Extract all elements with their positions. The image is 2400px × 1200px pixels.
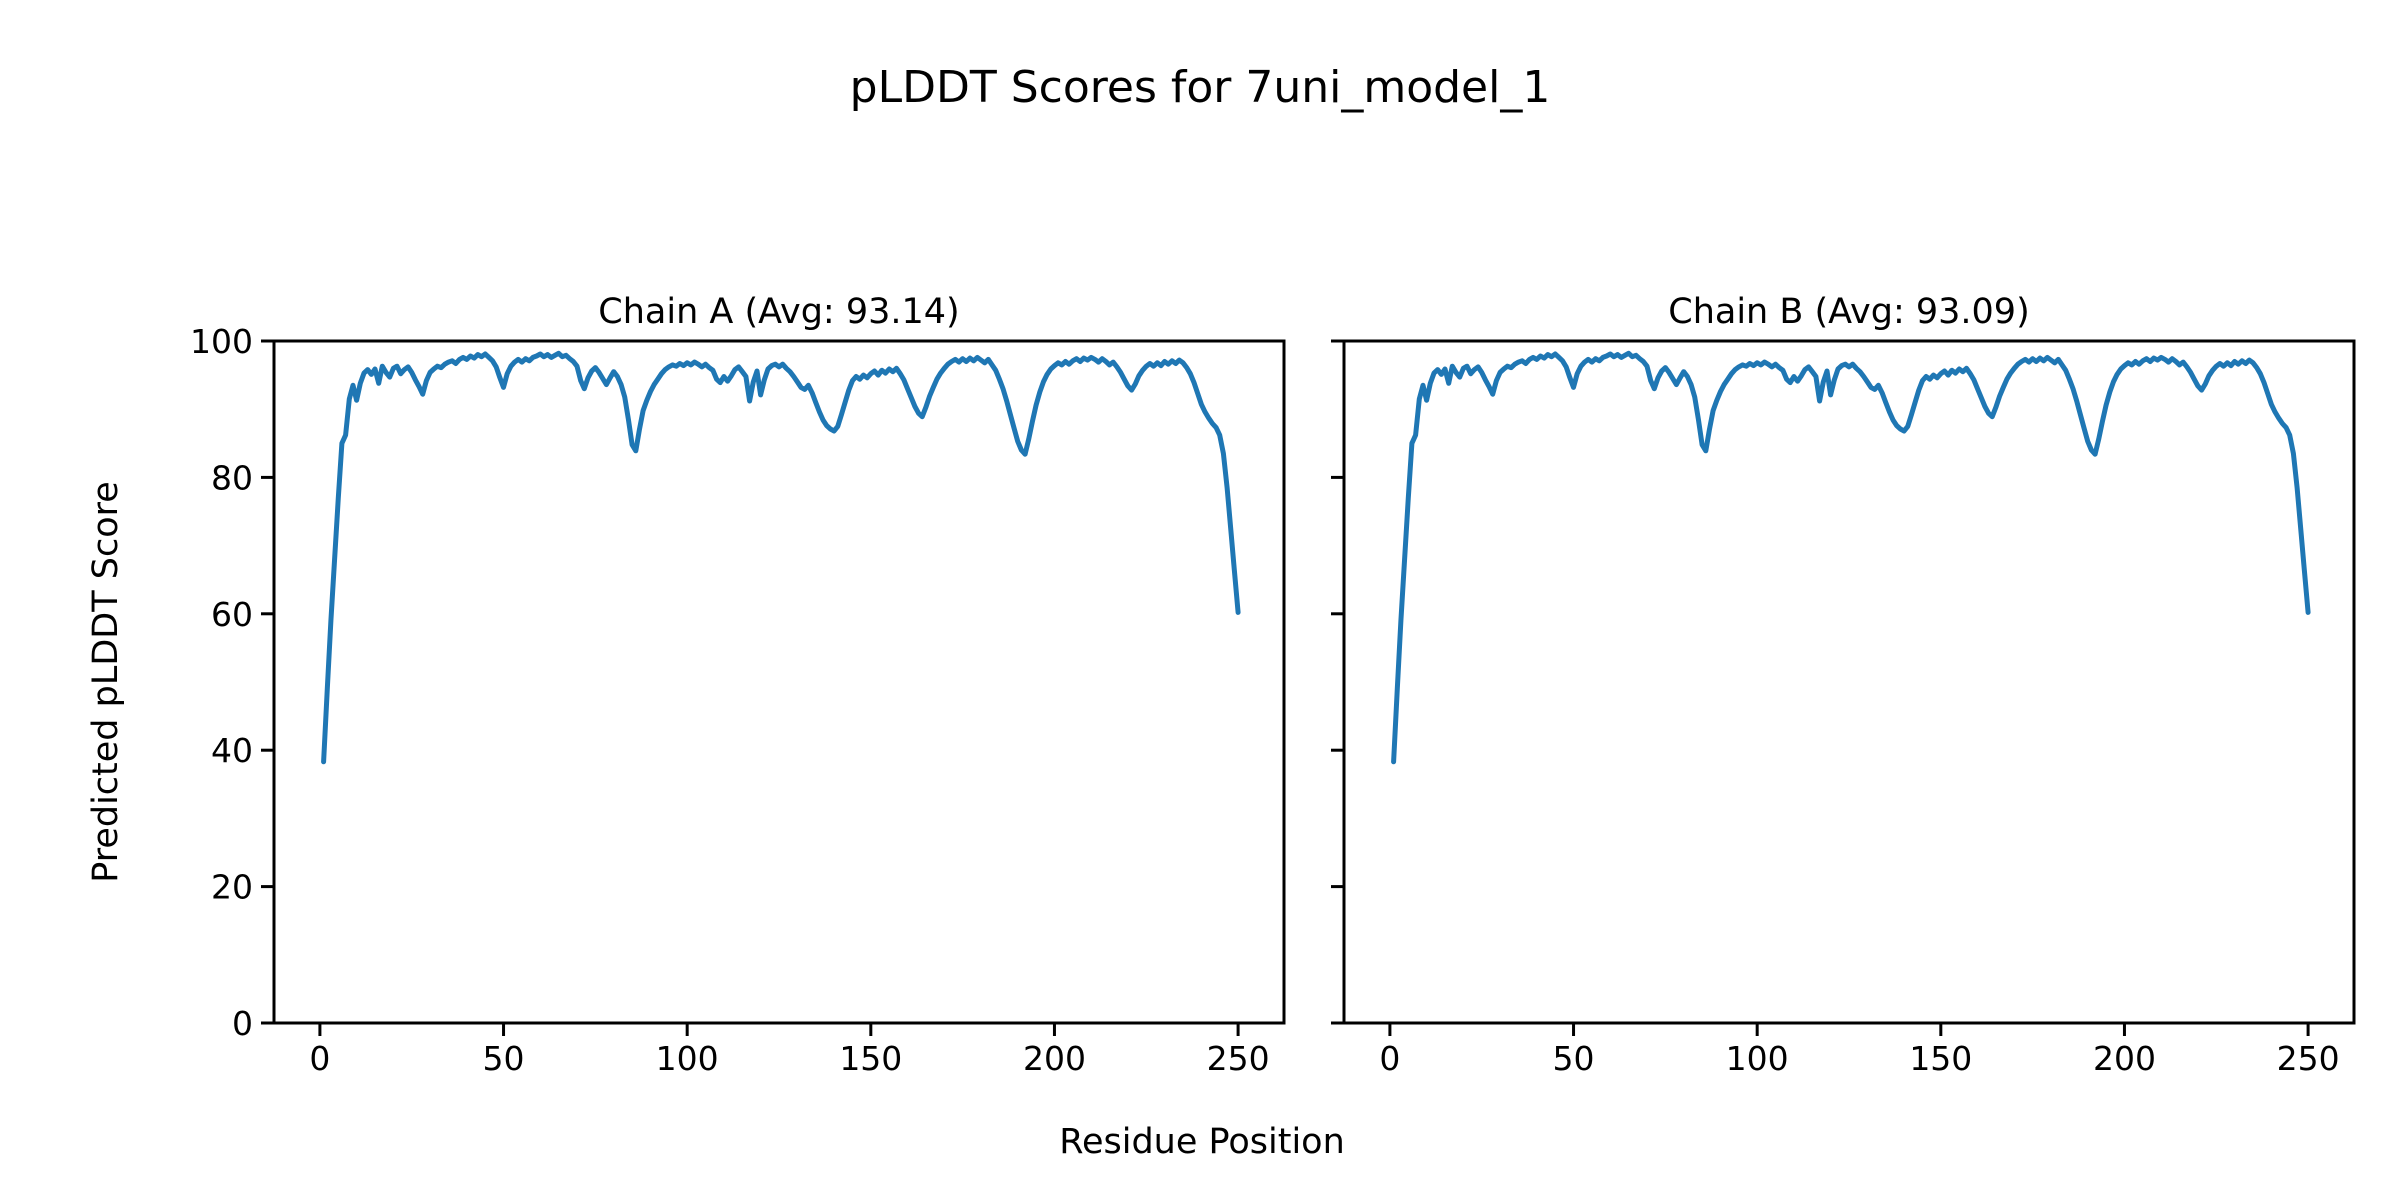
plddt-line-chain-B [1391, 350, 2311, 765]
plddt-line-chain-A [321, 350, 1241, 765]
x-tick-label: 0 [309, 1039, 330, 1078]
x-tick-label: 200 [2093, 1039, 2156, 1078]
x-tick-label: 0 [1379, 1039, 1400, 1078]
x-tick-label: 200 [1023, 1039, 1086, 1078]
chain-a-plot-title: Chain A (Avg: 93.14) [598, 292, 960, 332]
y-tick-label: 100 [190, 322, 253, 361]
y-tick-label: 0 [232, 1004, 253, 1043]
y-tick-label: 80 [211, 458, 253, 497]
figure-title: pLDDT Scores for 7uni_model_1 [849, 62, 1551, 113]
x-axis-label: Residue Position [1059, 1122, 1345, 1162]
y-tick-label: 40 [211, 731, 253, 770]
x-tick-label: 50 [1553, 1039, 1595, 1078]
chain-a-axes [272, 339, 1286, 1025]
x-tick-label: 100 [656, 1039, 719, 1078]
x-tick-label: 250 [1207, 1039, 1270, 1078]
x-tick-label: 250 [2277, 1039, 2340, 1078]
chain-b-plot-title: Chain B (Avg: 93.09) [1668, 292, 2030, 332]
y-tick-label: 20 [211, 868, 253, 907]
chain-b-axes [1342, 339, 2356, 1025]
y-tick-label: 60 [211, 595, 253, 634]
x-tick-label: 150 [1909, 1039, 1972, 1078]
x-tick-label: 100 [1726, 1039, 1789, 1078]
x-tick-label: 50 [483, 1039, 525, 1078]
x-tick-label: 150 [839, 1039, 902, 1078]
